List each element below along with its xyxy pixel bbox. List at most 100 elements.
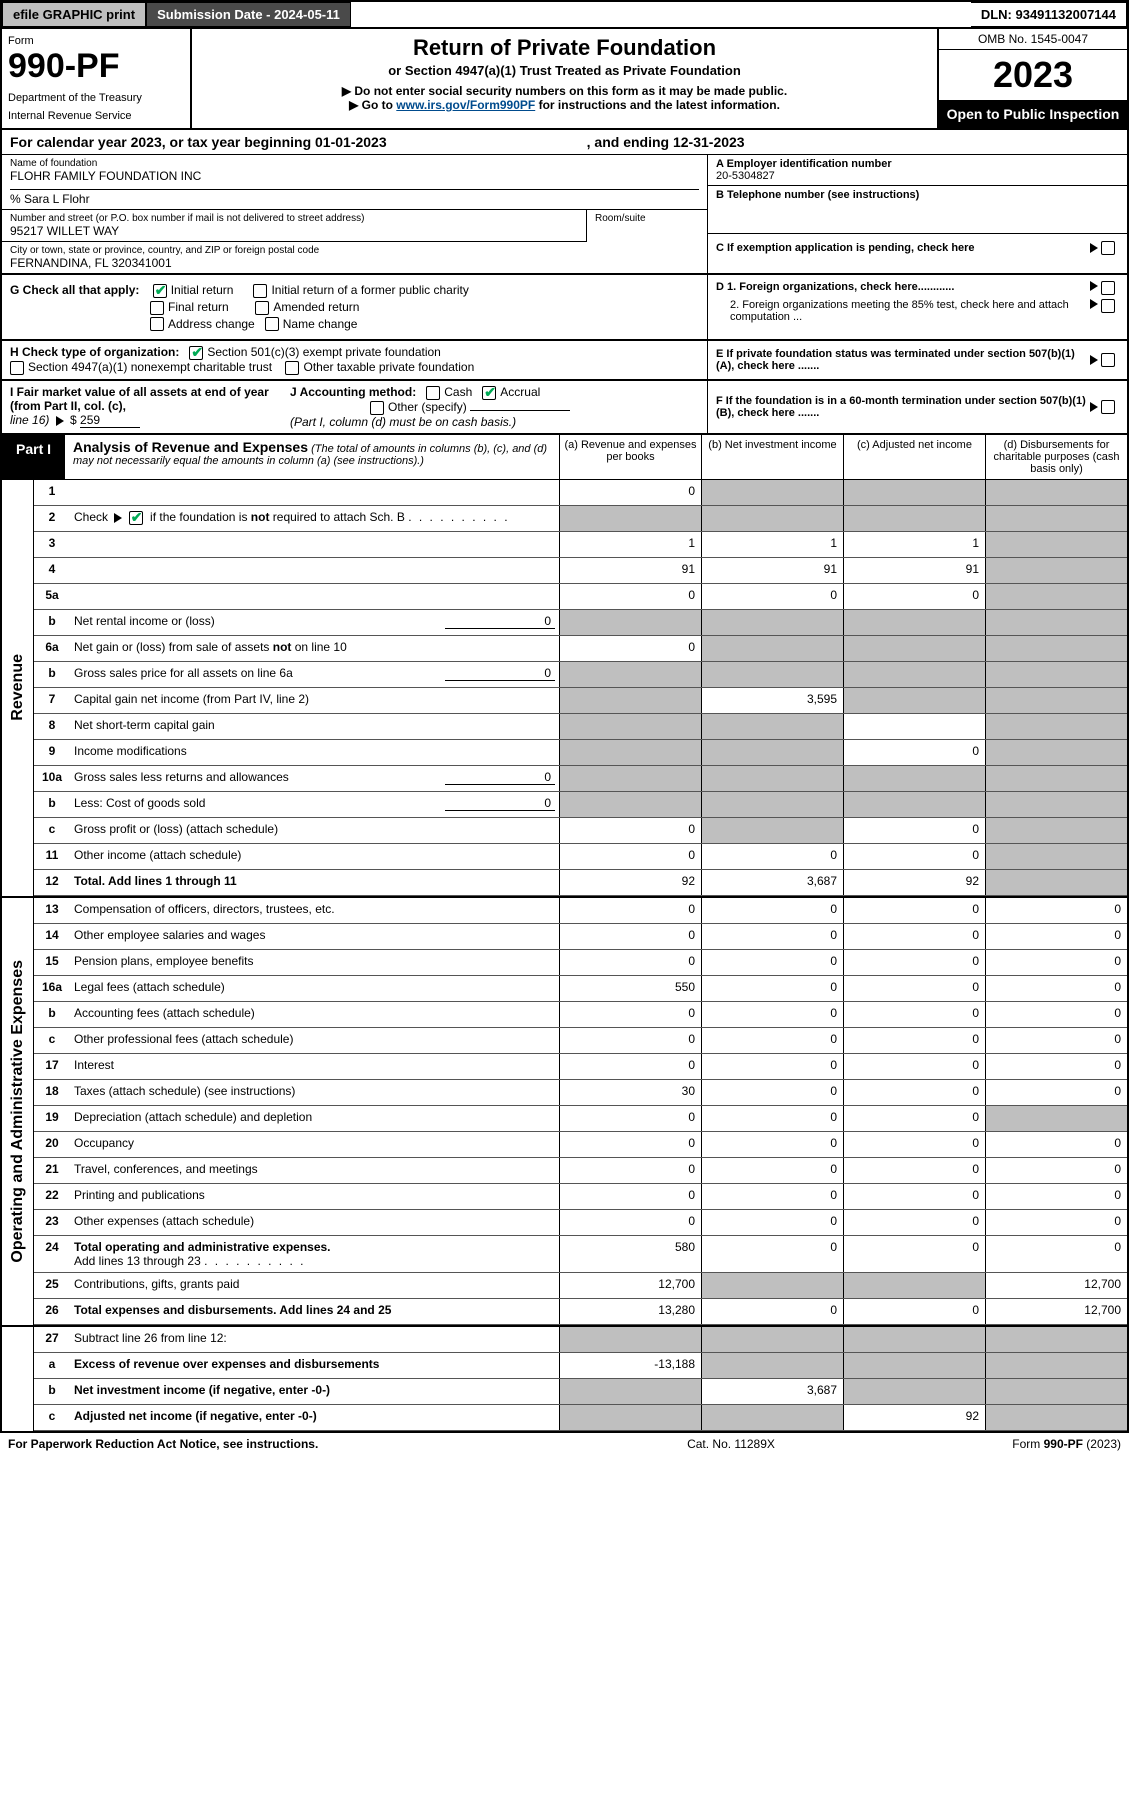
- efile-button[interactable]: efile GRAPHIC print: [2, 2, 146, 27]
- cell-d: 0: [985, 976, 1127, 1001]
- row-desc: Check if the foundation is not required …: [70, 506, 559, 531]
- dln-label: DLN: 93491132007144: [971, 2, 1127, 27]
- cell-d: [985, 532, 1127, 557]
- j-cash-checkbox[interactable]: [426, 386, 440, 400]
- i-line16: line 16): [10, 413, 49, 427]
- cell-b: 0: [701, 1299, 843, 1324]
- g-label: G Check all that apply:: [10, 283, 139, 297]
- final-return-label: Final return: [168, 300, 229, 314]
- cell-a: 0: [559, 1210, 701, 1235]
- i-label: I Fair market value of all assets at end…: [10, 385, 269, 413]
- j-other-checkbox[interactable]: [370, 401, 384, 415]
- row-desc: Occupancy: [70, 1132, 559, 1157]
- row-num: 15: [34, 950, 70, 975]
- section-ij-row: I Fair market value of all assets at end…: [2, 381, 1127, 435]
- d2-checkbox[interactable]: [1101, 299, 1115, 313]
- row-desc: Taxes (attach schedule) (see instruction…: [70, 1080, 559, 1105]
- initial-return-checkbox[interactable]: [153, 284, 167, 298]
- row-num: 27: [34, 1327, 70, 1352]
- row-desc: Depreciation (attach schedule) and deple…: [70, 1106, 559, 1131]
- row-num: 1: [34, 480, 70, 505]
- cell-b: [701, 792, 843, 817]
- ein-value: 20-5304827: [716, 170, 1119, 182]
- row-desc: Subtract line 26 from line 12:: [70, 1327, 559, 1352]
- cell-a: [559, 662, 701, 687]
- cell-d: [985, 480, 1127, 505]
- table-row: 21 Travel, conferences, and meetings 000…: [34, 1158, 1127, 1184]
- cell-b: 3,687: [701, 1379, 843, 1404]
- cell-c: 92: [843, 870, 985, 895]
- cell-c: [843, 1273, 985, 1298]
- row-num: 13: [34, 898, 70, 923]
- cell-a: 580: [559, 1236, 701, 1272]
- cell-b: 0: [701, 844, 843, 869]
- cell-a: 0: [559, 636, 701, 661]
- cell-c: [843, 662, 985, 687]
- cell-c: [843, 766, 985, 791]
- form-header: Form 990-PF Department of the Treasury I…: [2, 29, 1127, 130]
- c-checkbox[interactable]: [1101, 241, 1115, 255]
- cell-b: [701, 1273, 843, 1298]
- row-desc: Less: Cost of goods sold0: [70, 792, 559, 817]
- cell-d: 0: [985, 1080, 1127, 1105]
- cell-a: 0: [559, 1054, 701, 1079]
- cell-d: 0: [985, 1132, 1127, 1157]
- goto-link[interactable]: www.irs.gov/Form990PF: [396, 98, 535, 112]
- row-desc: Travel, conferences, and meetings: [70, 1158, 559, 1183]
- cell-d: 0: [985, 1236, 1127, 1272]
- cell-c: [843, 610, 985, 635]
- cell-c: 0: [843, 1299, 985, 1324]
- table-row: 10a Gross sales less returns and allowan…: [34, 766, 1127, 792]
- h-4947-checkbox[interactable]: [10, 361, 24, 375]
- part1-desc: Analysis of Revenue and Expenses (The to…: [65, 435, 559, 480]
- table-row: 2 Check if the foundation is not require…: [34, 506, 1127, 532]
- schb-checkbox[interactable]: [129, 511, 143, 525]
- j-accrual-checkbox[interactable]: [482, 386, 496, 400]
- f-checkbox[interactable]: [1101, 400, 1115, 414]
- d1-checkbox[interactable]: [1101, 281, 1115, 295]
- cell-d: [985, 1379, 1127, 1404]
- cell-d: [985, 558, 1127, 583]
- row-num: 20: [34, 1132, 70, 1157]
- h-501c3-checkbox[interactable]: [189, 346, 203, 360]
- table-row: b Net rental income or (loss)0: [34, 610, 1127, 636]
- form-word: Form: [8, 35, 184, 47]
- final-return-checkbox[interactable]: [150, 301, 164, 315]
- footer-left: For Paperwork Reduction Act Notice, see …: [8, 1437, 591, 1451]
- row-num: b: [34, 662, 70, 687]
- col-b-header: (b) Net investment income: [701, 435, 843, 480]
- j-accrual-label: Accrual: [500, 385, 540, 399]
- street-cell: Number and street (or P.O. box number if…: [2, 210, 587, 242]
- cell-c: 0: [843, 1158, 985, 1183]
- revenue-section: Revenue 1 0 2 Check if the foundation is…: [2, 480, 1127, 896]
- cell-d: 0: [985, 950, 1127, 975]
- row-num: c: [34, 818, 70, 843]
- cell-a: [559, 740, 701, 765]
- address-change-checkbox[interactable]: [150, 317, 164, 331]
- row-desc: Net gain or (loss) from sale of assets n…: [70, 636, 559, 661]
- row-num: 16a: [34, 976, 70, 1001]
- table-row: 6a Net gain or (loss) from sale of asset…: [34, 636, 1127, 662]
- row-desc: Gross sales less returns and allowances0: [70, 766, 559, 791]
- submission-date: Submission Date - 2024-05-11: [146, 2, 351, 27]
- cell-b: 0: [701, 1054, 843, 1079]
- amended-return-checkbox[interactable]: [255, 301, 269, 315]
- cell-c: 0: [843, 924, 985, 949]
- cell-c: 1: [843, 532, 985, 557]
- cell-d: [985, 818, 1127, 843]
- cell-d: [985, 740, 1127, 765]
- cell-b: [701, 1353, 843, 1378]
- row-desc: Income modifications: [70, 740, 559, 765]
- row-num: 19: [34, 1106, 70, 1131]
- e-checkbox[interactable]: [1101, 353, 1115, 367]
- row-desc: Net investment income (if negative, ente…: [70, 1379, 559, 1404]
- row-num: c: [34, 1405, 70, 1430]
- name-change-checkbox[interactable]: [265, 317, 279, 331]
- cell-b: [701, 740, 843, 765]
- h-other-checkbox[interactable]: [285, 361, 299, 375]
- table-row: 24 Total operating and administrative ex…: [34, 1236, 1127, 1273]
- cell-d: 0: [985, 898, 1127, 923]
- cell-d: [985, 584, 1127, 609]
- ein-cell: A Employer identification number 20-5304…: [708, 155, 1127, 186]
- initial-former-checkbox[interactable]: [253, 284, 267, 298]
